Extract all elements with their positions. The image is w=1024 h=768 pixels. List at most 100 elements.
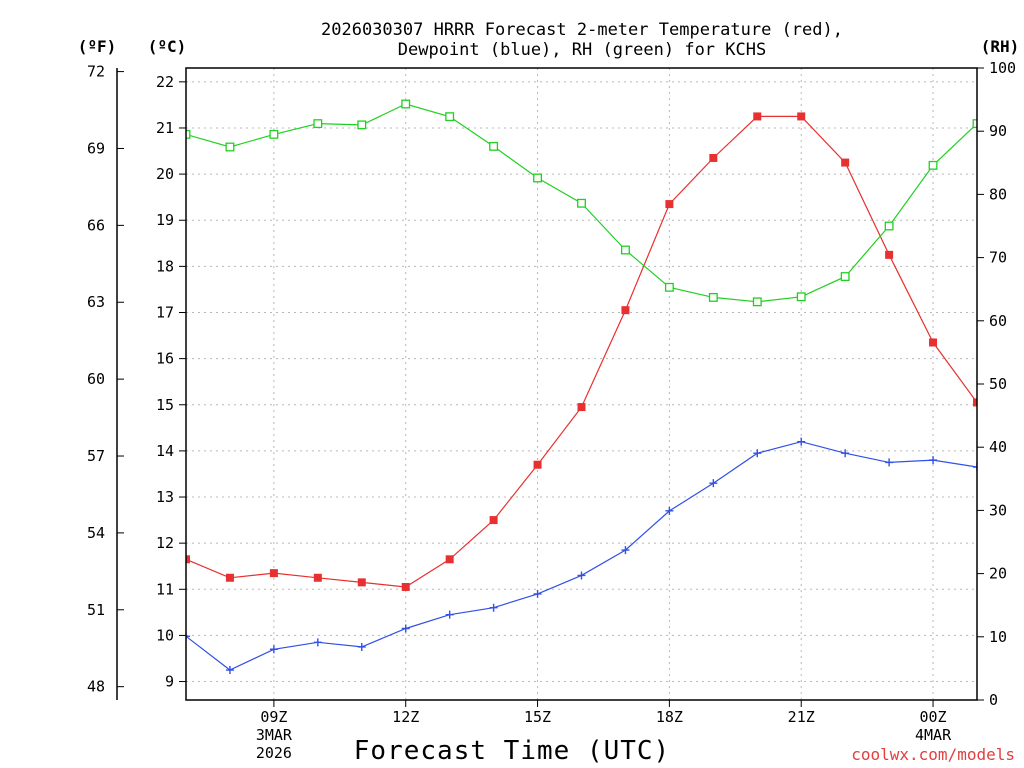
2-meter-temperature-point <box>797 112 806 121</box>
2-meter-temperature-point <box>885 250 894 259</box>
rh-point <box>620 245 630 255</box>
celsius-tick-label: 14 <box>156 442 174 460</box>
celsius-tick-label: 19 <box>156 211 174 229</box>
celsius-tick-label: 22 <box>156 73 174 91</box>
chart-title-line-2: Dewpoint (blue), RH (green) for KCHS <box>398 40 766 60</box>
rh-point <box>840 272 850 282</box>
dewpoint-point <box>445 610 454 619</box>
dewpoint-point <box>753 449 762 458</box>
2-meter-temperature-point <box>973 398 977 407</box>
dewpoint-point <box>577 571 586 580</box>
rh-point <box>533 173 543 183</box>
rh-tick-label: 0 <box>989 691 998 709</box>
fahrenheit-tick-label: 51 <box>87 601 105 619</box>
x-tick-label: 12Z <box>392 708 419 726</box>
2-meter-temperature-point <box>401 582 410 591</box>
fahrenheit-tick-label: 48 <box>87 678 105 696</box>
rh-point <box>269 129 279 139</box>
rh-tick-label: 20 <box>989 565 1007 583</box>
celsius-tick-label: 15 <box>156 396 174 414</box>
series-clip-group <box>186 99 977 675</box>
rh-point <box>186 129 191 139</box>
2-meter-temperature-point <box>313 573 322 582</box>
rh-point <box>357 120 367 130</box>
dewpoint-point <box>533 589 542 598</box>
x-tick-label: 15Z <box>524 708 551 726</box>
2-meter-temperature-point <box>709 153 718 162</box>
dewpoint-point <box>313 638 322 647</box>
dewpoint-point <box>225 666 234 675</box>
dewpoint-point <box>665 506 674 515</box>
rh-tick-label: 90 <box>989 122 1007 140</box>
2-meter-temperature-point <box>186 555 190 564</box>
x-tick-date-label: 4MAR <box>915 726 952 744</box>
rh-point <box>752 297 762 307</box>
x-tick-label: 09Z <box>260 708 287 726</box>
2-meter-temperature-point <box>225 573 234 582</box>
rh-tick-label: 40 <box>989 438 1007 456</box>
dewpoint-point <box>841 449 850 458</box>
dewpoint-point <box>489 603 498 612</box>
celsius-tick-label: 20 <box>156 165 174 183</box>
fahrenheit-tick-label: 54 <box>87 524 105 542</box>
celsius-tick-label: 13 <box>156 488 174 506</box>
fahrenheit-tick-label: 60 <box>87 370 105 388</box>
celsius-axis: 9 10 11 12 13 14 15 16 17 18 19 20 21 22 <box>156 73 186 691</box>
dewpoint-point <box>186 632 190 641</box>
celsius-tick-label: 12 <box>156 534 174 552</box>
rh-tick-label: 10 <box>989 628 1007 646</box>
dewpoint-point <box>973 463 977 472</box>
x-tick-date-label: 3MAR <box>256 726 293 744</box>
fahrenheit-tick-label: 72 <box>87 63 105 81</box>
rh-tick-label: 70 <box>989 249 1007 267</box>
2-meter-temperature-point <box>357 578 366 587</box>
rh-tick-label: 30 <box>989 501 1007 519</box>
dewpoint-point <box>885 458 894 467</box>
rh-axis: 0 10 20 30 40 50 60 70 80 90 100 <box>977 59 1016 709</box>
rh-point <box>884 221 894 231</box>
dewpoint-point <box>357 642 366 651</box>
2-meter-temperature-point <box>753 112 762 121</box>
rh-point <box>577 198 586 208</box>
celsius-tick-label: 11 <box>156 580 174 598</box>
x-tick-label: 21Z <box>788 708 815 726</box>
2-meter-temperature-point <box>489 516 498 525</box>
celsius-tick-label: 17 <box>156 303 174 321</box>
dewpoint-point <box>797 437 806 446</box>
2-meter-temperature-point <box>533 460 542 469</box>
fahrenheit-tick-label: 66 <box>87 216 105 234</box>
celsius-tick-label: 10 <box>156 626 174 644</box>
rh-tick-label: 100 <box>989 59 1016 77</box>
celsius-tick-label: 21 <box>156 119 174 137</box>
dewpoint-point <box>621 546 630 555</box>
fahrenheit-tick-label: 57 <box>87 447 105 465</box>
2-meter-temperature-point <box>621 306 630 315</box>
rh-point <box>928 160 938 170</box>
rh-point <box>664 282 674 292</box>
2-meter-temperature-point <box>577 403 586 412</box>
celsius-unit-label: (ºC) <box>148 37 187 56</box>
rh-point <box>313 119 323 129</box>
2-meter-temperature-point <box>929 338 938 347</box>
x-tick-year-label: 2026 <box>256 744 292 762</box>
dewpoint-point <box>401 624 410 633</box>
fahrenheit-tick-label: 63 <box>87 293 105 311</box>
rh-point <box>445 112 455 122</box>
rh-point <box>708 292 718 302</box>
rh-point <box>489 141 499 151</box>
plot-frame <box>185 67 978 701</box>
rh-tick-label: 60 <box>989 312 1007 330</box>
x-axis-title: Forecast Time (UTC) <box>354 736 670 766</box>
2-meter-temperature-point <box>841 158 850 167</box>
rh-tick-label: 50 <box>989 375 1007 393</box>
dewpoint-point <box>269 645 278 654</box>
credit-text: coolwx.com/models <box>851 745 1015 764</box>
2-meter-temperature-point <box>269 569 278 578</box>
dewpoint-point <box>709 479 718 488</box>
rh-point <box>972 119 977 129</box>
2-meter-temperature-point <box>665 200 674 209</box>
rh-point <box>796 292 806 302</box>
